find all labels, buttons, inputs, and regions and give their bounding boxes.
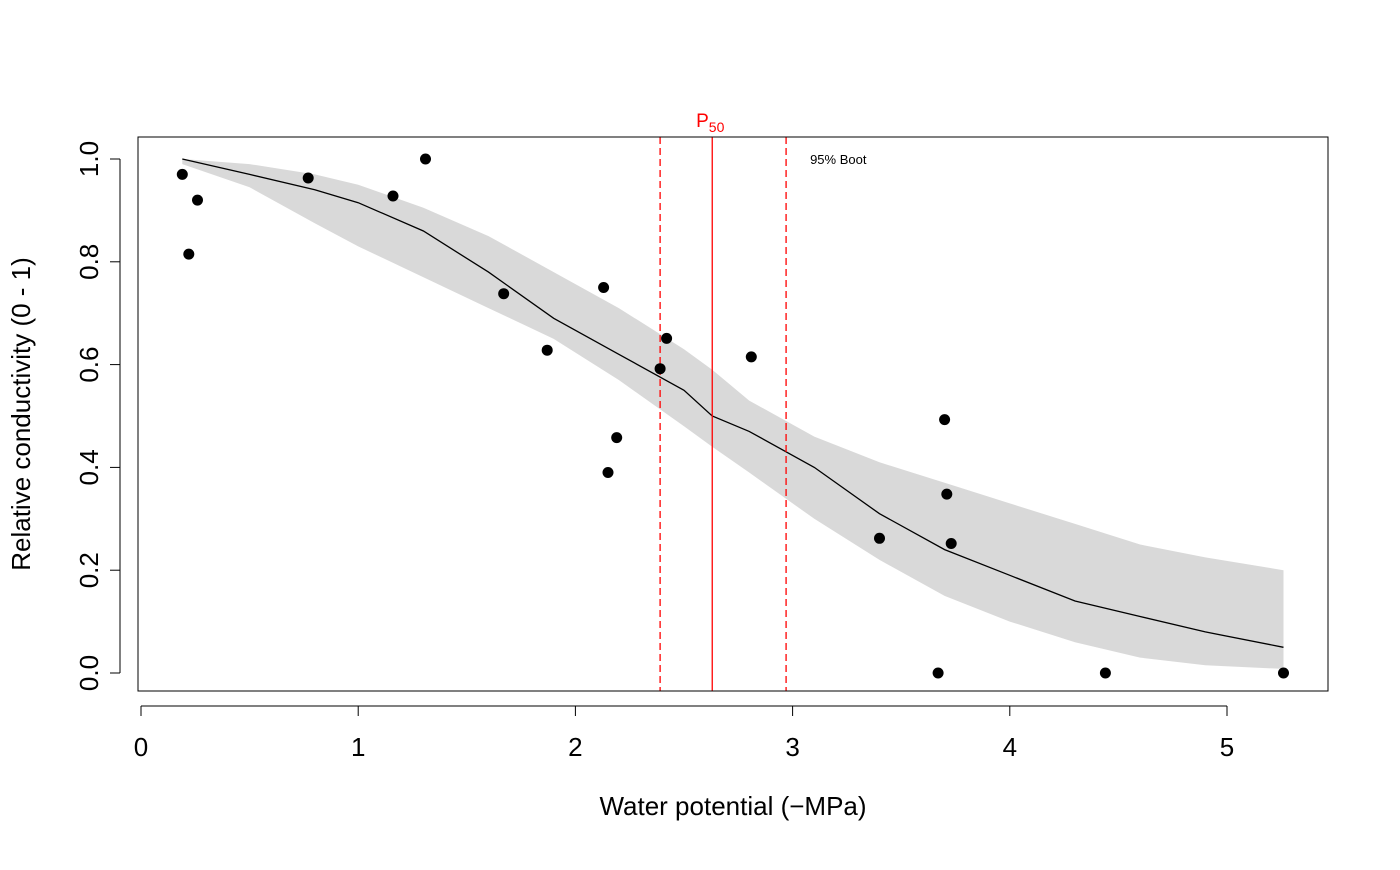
data-point: [602, 467, 614, 478]
data-point: [192, 194, 203, 206]
x-tick-label: 0: [134, 732, 148, 762]
x-tick-label: 3: [785, 732, 799, 762]
data-point: [541, 344, 553, 356]
data-point: [932, 667, 944, 679]
x-tick-label: 2: [568, 732, 582, 762]
data-points-layer: [176, 153, 1289, 679]
confidence-band-label: 95% Boot: [810, 152, 867, 167]
data-point: [939, 414, 951, 426]
y-tick-label: 0.0: [74, 655, 104, 691]
data-point: [661, 332, 673, 344]
data-point: [1278, 667, 1289, 679]
p50-label: P50: [696, 111, 724, 135]
y-tick-label: 0.8: [74, 244, 104, 280]
confidence-band-layer: [182, 159, 1284, 669]
data-point: [1099, 667, 1111, 679]
plot-frame: [137, 136, 1329, 692]
data-point: [176, 168, 188, 180]
y-axis-title: Relative conductivity (0 - 1): [6, 257, 36, 571]
data-point: [945, 538, 957, 549]
x-axis-title: Water potential (−MPa): [599, 791, 866, 821]
data-point: [302, 172, 314, 184]
x-axis: 0 1 2 3 4 5: [134, 705, 1234, 762]
data-point: [183, 248, 195, 260]
data-point: [611, 432, 623, 444]
data-point: [941, 488, 953, 500]
data-point: [420, 153, 431, 165]
data-point: [745, 351, 757, 363]
y-tick-label: 0.4: [74, 449, 104, 485]
p50-lines-layer: [659, 137, 787, 691]
data-point: [498, 288, 510, 300]
data-point: [654, 363, 666, 375]
x-tick-label: 5: [1220, 732, 1234, 762]
y-axis: 0.0 0.2 0.4 0.6 0.8 1.0: [74, 141, 121, 691]
y-tick-label: 1.0: [74, 141, 104, 177]
x-tick-label: 4: [1003, 732, 1017, 762]
data-point: [874, 532, 885, 544]
y-tick-label: 0.2: [74, 552, 104, 588]
y-tick-label: 0.6: [74, 347, 104, 383]
confidence-band: [182, 159, 1284, 669]
data-point: [387, 190, 399, 202]
data-point: [598, 282, 610, 293]
x-tick-label: 1: [351, 732, 365, 762]
